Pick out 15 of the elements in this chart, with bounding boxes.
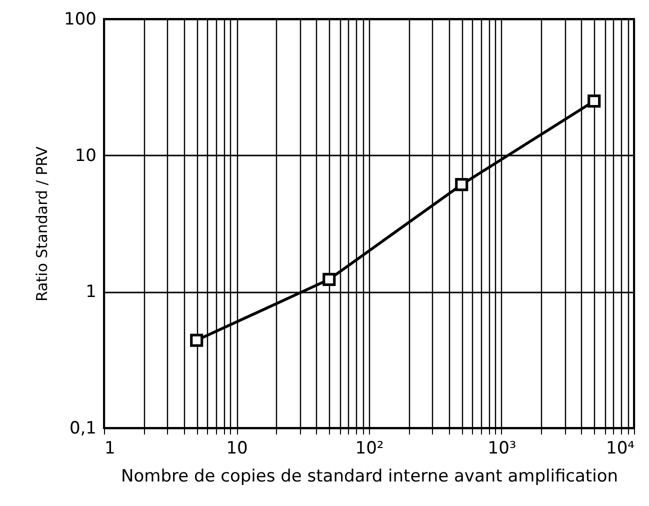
point — [190, 334, 204, 347]
point — [455, 178, 468, 192]
x-tick-label: 10³ — [488, 438, 516, 458]
x-axis-title: Nombre de copies de standard interne avant amplification — [121, 466, 618, 486]
x-tick-label: 10 — [226, 438, 248, 458]
x-tick-label: 1 — [104, 438, 116, 458]
y-axis-title: Ratio Standard / PRV — [33, 146, 52, 302]
point — [588, 94, 601, 108]
y-tick-label: 1 — [86, 282, 96, 302]
y-tick-label: 100 — [64, 10, 96, 30]
x-tick-label: 10⁴ — [606, 438, 635, 458]
point — [322, 272, 336, 286]
y-tick-label: 10 — [74, 146, 96, 166]
x-tick-label: 10² — [355, 438, 384, 458]
y-tick-label: 0,1 — [69, 418, 96, 438]
